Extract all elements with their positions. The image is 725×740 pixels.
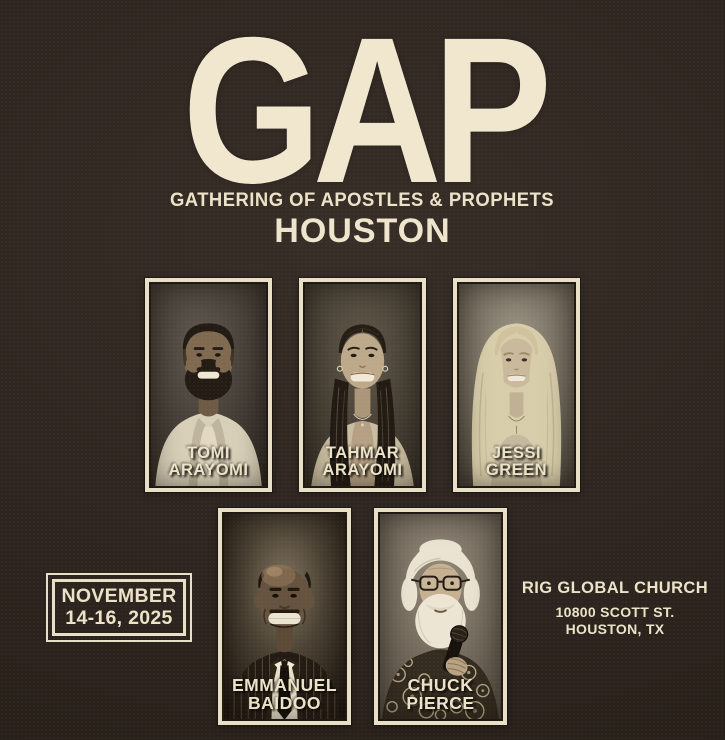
speaker-photo-tahmar-arayomi: TAHMAR ARAYOMI bbox=[303, 282, 422, 488]
date-badge: NOVEMBER 14-16, 2025 bbox=[46, 573, 192, 642]
speaker-first-name: CHUCK bbox=[407, 674, 474, 695]
speaker-last-name: PIERCE bbox=[406, 692, 475, 713]
speaker-card-jessi-green: JESSI GREEN bbox=[453, 278, 580, 492]
speaker-name: JESSI GREEN bbox=[459, 445, 574, 479]
speaker-last-name: BAIDOO bbox=[248, 692, 321, 713]
speaker-name: TOMI ARAYOMI bbox=[151, 445, 266, 479]
event-city: HOUSTON bbox=[274, 212, 451, 250]
speaker-first-name: TOMI bbox=[187, 444, 230, 463]
venue-name: RIG GLOBAL CHURCH bbox=[521, 579, 709, 597]
speaker-name: EMMANUEL BAIDOO bbox=[224, 676, 345, 712]
speaker-portrait-illustration bbox=[459, 284, 574, 486]
speaker-photo-chuck-pierce: CHUCK PIERCE bbox=[378, 512, 503, 721]
speaker-portrait-illustration bbox=[305, 284, 420, 486]
speaker-card-emmanuel-baidoo: EMMANUEL BAIDOO bbox=[218, 508, 351, 725]
speaker-name: TAHMAR ARAYOMI bbox=[305, 445, 420, 479]
speaker-first-name: JESSI bbox=[491, 444, 542, 463]
speaker-name: CHUCK PIERCE bbox=[380, 676, 501, 712]
event-title: GAP bbox=[0, 7, 725, 215]
speaker-first-name: EMMANUEL bbox=[231, 674, 338, 695]
event-title-text: GAP bbox=[182, 0, 552, 227]
speaker-last-name: ARAYOMI bbox=[322, 461, 403, 480]
speaker-photo-emmanuel-baidoo: EMMANUEL BAIDOO bbox=[222, 512, 347, 721]
speaker-last-name: ARAYOMI bbox=[168, 461, 249, 480]
speaker-portrait-illustration bbox=[380, 514, 501, 719]
date-days-year: 14-16, 2025 bbox=[65, 607, 173, 629]
venue-info: RIG GLOBAL CHURCH 10800 SCOTT ST. HOUSTO… bbox=[510, 579, 720, 638]
venue-city-state: HOUSTON, TX bbox=[565, 621, 665, 638]
speaker-last-name: GREEN bbox=[485, 461, 548, 480]
speakers-row-top: TOMI ARAYOMI bbox=[0, 278, 725, 492]
date-month: NOVEMBER bbox=[61, 584, 177, 607]
speaker-first-name: TAHMAR bbox=[325, 444, 400, 463]
speaker-photo-jessi-green: JESSI GREEN bbox=[457, 282, 576, 488]
speakers-row-bottom: EMMANUEL BAIDOO bbox=[0, 508, 725, 725]
speaker-portrait-illustration bbox=[224, 514, 345, 719]
speaker-portrait-illustration bbox=[151, 284, 266, 486]
event-subtitle-text: GATHERING OF APOSTLES & PROPHETS bbox=[170, 190, 555, 211]
speaker-photo-tomi-arayomi: TOMI ARAYOMI bbox=[149, 282, 268, 488]
venue-street: 10800 SCOTT ST. bbox=[555, 603, 675, 620]
date-badge-inner-frame: NOVEMBER 14-16, 2025 bbox=[52, 579, 186, 636]
speaker-card-tomi-arayomi: TOMI ARAYOMI bbox=[145, 278, 272, 492]
event-subtitle: GATHERING OF APOSTLES & PROPHETS bbox=[0, 191, 725, 210]
speaker-card-chuck-pierce: CHUCK PIERCE bbox=[374, 508, 507, 725]
speaker-card-tahmar-arayomi: TAHMAR ARAYOMI bbox=[299, 278, 426, 492]
